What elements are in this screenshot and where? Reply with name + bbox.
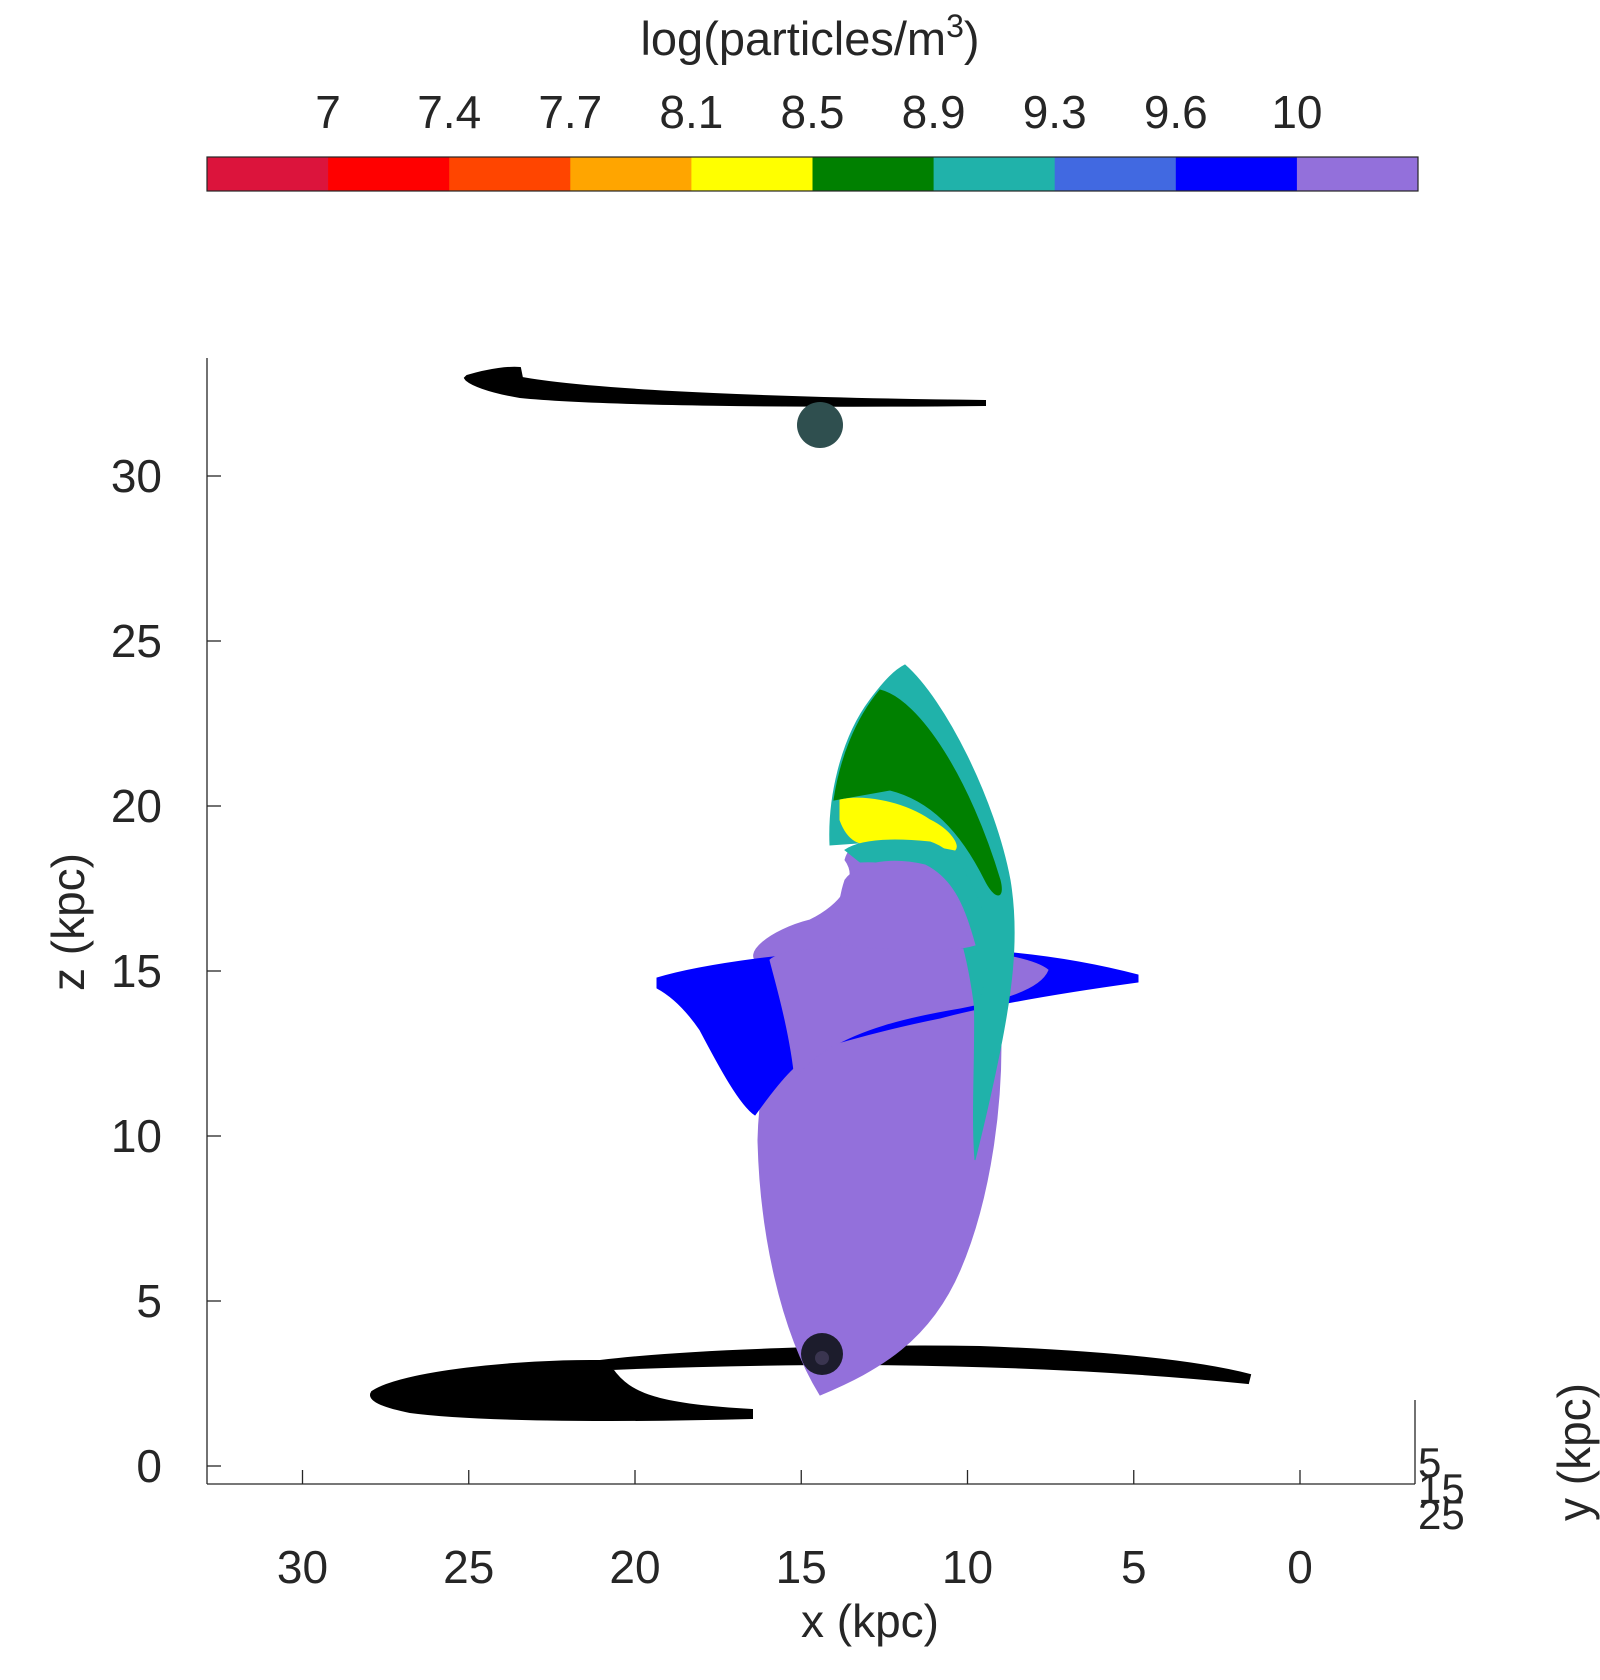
y-axis-label: y (kpc) — [1548, 1383, 1600, 1521]
colorbar-title-close: ) — [964, 12, 980, 65]
colorbar-segment — [207, 157, 329, 191]
x-tick-label: 0 — [1287, 1541, 1313, 1593]
lower-black-stream — [370, 1345, 1252, 1421]
colorbar-title-superscript: 3 — [946, 8, 964, 44]
x-tick-label: 25 — [443, 1541, 494, 1593]
z-axis-label: z (kpc) — [42, 853, 94, 991]
colorbar-tick-label: 8.5 — [781, 86, 845, 138]
colorbar-title: log(particles/m3) — [640, 8, 979, 65]
z-tick-label: 5 — [136, 1275, 162, 1327]
z-tick-label: 25 — [111, 615, 162, 667]
colorbar-segment — [933, 157, 1056, 191]
x-tick-label: 5 — [1121, 1541, 1147, 1593]
colorbar-segments — [207, 157, 1419, 191]
z-tick-label: 20 — [111, 780, 162, 832]
y-tick-label-2: 15 — [1418, 1465, 1465, 1512]
z-tick-label: 30 — [111, 450, 162, 502]
x-tick-label: 20 — [609, 1541, 660, 1593]
x-ticks: 30 25 20 15 10 5 0 — [277, 1470, 1313, 1593]
colorbar-tick-label: 9.6 — [1144, 86, 1208, 138]
colorbar-segment — [812, 157, 935, 191]
colorbar-tick-label: 8.9 — [902, 86, 966, 138]
lower-sphere-core — [815, 1351, 829, 1365]
z-tick-label: 0 — [136, 1440, 162, 1492]
z-ticks: 0 5 10 15 20 25 30 — [111, 450, 221, 1492]
y-tick-label-3: 25 — [1418, 1491, 1465, 1538]
colorbar-tick-label: 9.3 — [1023, 86, 1087, 138]
colorbar-frame — [206, 156, 1419, 192]
z-tick-label: 15 — [111, 945, 162, 997]
colorbar-tick-label: 8.1 — [659, 86, 723, 138]
plume-green — [833, 689, 1002, 896]
colorbar-segment — [449, 157, 571, 191]
x-tick-label: 30 — [277, 1541, 328, 1593]
colorbar-segment — [1175, 157, 1298, 191]
colorbar-segment — [691, 157, 813, 191]
colorbar-tick-labels: 7 7.4 7.7 8.1 8.5 8.9 9.3 9.6 10 — [315, 86, 1322, 138]
colorbar-tick-label: 7.4 — [417, 86, 481, 138]
colorbar-title-base: log(particles/m — [640, 12, 946, 65]
colorbar-segment — [1054, 157, 1177, 191]
x-tick-label: 15 — [776, 1541, 827, 1593]
colorbar-tick-label: 10 — [1271, 86, 1322, 138]
x-tick-label: 10 — [942, 1541, 993, 1593]
axes: 30 25 20 15 10 5 0 0 5 10 15 20 25 30 x (kpc) z (kpc… — [42, 358, 1600, 1647]
plume-region — [829, 664, 1015, 1161]
upper-black-stream — [463, 366, 986, 407]
y-tick-label-1: 5 — [1418, 1439, 1441, 1486]
z-tick-label: 10 — [111, 1110, 162, 1162]
plot-area — [370, 366, 1252, 1421]
colorbar-tick-label: 7.7 — [538, 86, 602, 138]
colorbar-tick-label: 7 — [315, 86, 341, 138]
upper-sphere — [797, 402, 843, 448]
x-axis-label: x (kpc) — [801, 1595, 939, 1647]
colorbar: log(particles/m3) 7 7.4 7.7 8.1 8.5 8.9 9.3 9.6… — [206, 8, 1419, 192]
colorbar-segment — [570, 157, 692, 191]
plume-purple-top — [837, 860, 976, 952]
colorbar-segment — [1296, 157, 1419, 191]
colorbar-segment — [328, 157, 450, 191]
